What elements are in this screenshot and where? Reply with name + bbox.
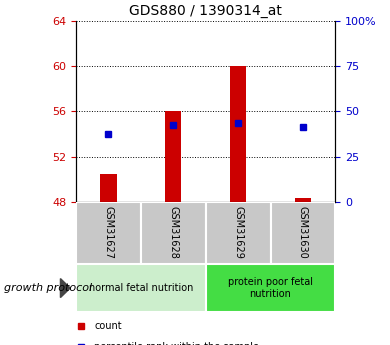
Text: GSM31628: GSM31628 bbox=[168, 206, 178, 259]
Bar bbox=[76, 264, 206, 312]
Bar bbox=[230, 66, 246, 202]
Bar bbox=[271, 202, 335, 264]
Text: normal fetal nutrition: normal fetal nutrition bbox=[89, 283, 193, 293]
Text: GSM31629: GSM31629 bbox=[233, 206, 243, 259]
Bar bbox=[100, 174, 117, 202]
Bar bbox=[295, 198, 311, 202]
Bar bbox=[76, 202, 141, 264]
Bar bbox=[206, 264, 335, 312]
Text: protein poor fetal
nutrition: protein poor fetal nutrition bbox=[228, 277, 313, 299]
Text: percentile rank within the sample: percentile rank within the sample bbox=[94, 342, 259, 345]
Text: count: count bbox=[94, 321, 122, 331]
Text: GSM31630: GSM31630 bbox=[298, 207, 308, 259]
Title: GDS880 / 1390314_at: GDS880 / 1390314_at bbox=[129, 4, 282, 18]
Bar bbox=[206, 202, 271, 264]
Text: growth protocol: growth protocol bbox=[4, 283, 92, 293]
Bar bbox=[141, 202, 206, 264]
Bar bbox=[165, 111, 181, 202]
Text: GSM31627: GSM31627 bbox=[103, 206, 113, 259]
